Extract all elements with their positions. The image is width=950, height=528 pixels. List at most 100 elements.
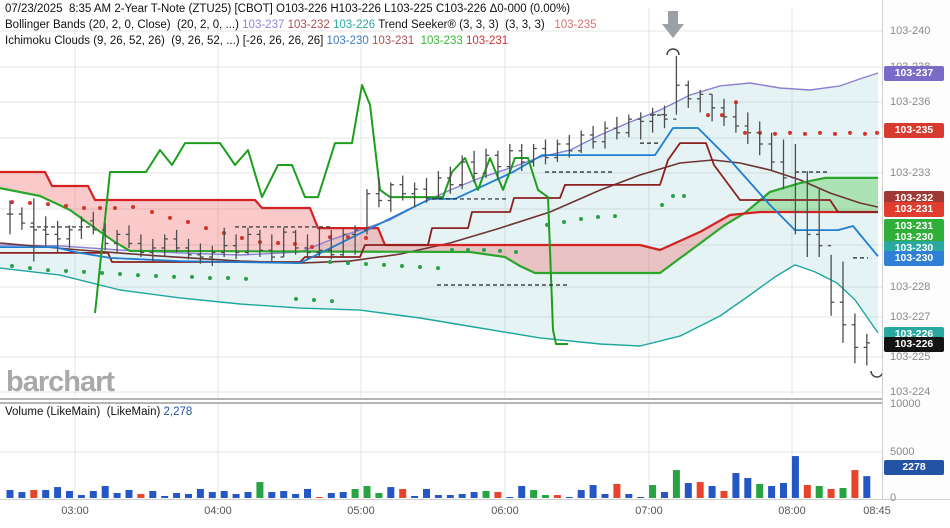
trend-seeker-value: 103-235: [554, 19, 597, 31]
trend-seeker-dot-green: [226, 276, 230, 281]
trend-seeker-dot-green: [579, 217, 583, 222]
volume-bar: [696, 482, 704, 498]
volume-bar: [839, 488, 847, 498]
ichimoku-kijun-value: 103-231: [371, 35, 415, 47]
volume-indicator-label: Volume (LikeMain) (LikeMain) 2,278: [5, 406, 192, 418]
time-axis-tick-label: 07:00: [635, 505, 663, 517]
volume-bar: [280, 490, 288, 498]
volume-bar: [208, 492, 216, 498]
volume-bar: [423, 488, 430, 498]
volume-bar: [30, 490, 38, 498]
volume-bar: [161, 495, 169, 498]
volume-bar: [732, 473, 740, 498]
trend-seeker-dot-red: [833, 131, 837, 136]
ichimoku-bull-cloud: [746, 177, 878, 214]
volume-bar: [173, 493, 181, 498]
price-axis-value-badge: 103-231: [884, 202, 944, 217]
trend-seeker-dot-green: [545, 222, 549, 227]
volume-bar: [339, 492, 347, 498]
volume-bar: [137, 493, 145, 498]
volume-bar: [589, 485, 597, 498]
trend-seeker-dot-green: [660, 203, 664, 208]
volume-bar: [613, 483, 621, 498]
price-axis-tick-label: 103-224: [890, 386, 931, 398]
volume-bar: [399, 488, 407, 498]
volume-bar: [744, 478, 752, 498]
trend-seeker-dot-green: [671, 193, 675, 198]
trend-seeker-dot-red: [276, 240, 280, 245]
price-axis-tick-label: 103-236: [890, 96, 931, 108]
trend-seeker-dot-red: [186, 219, 190, 224]
volume-bar: [565, 497, 573, 498]
senkou_a-line: [0, 176, 878, 275]
volume-bar: [553, 495, 561, 498]
volume-label-text: Volume (LikeMain) (LikeMain): [5, 406, 164, 418]
trend-seeker-dot-green: [498, 248, 502, 253]
volume-bar: [327, 493, 335, 498]
trend-seeker-dot-green: [418, 264, 422, 269]
volume-bar: [803, 485, 811, 498]
volume-bar: [827, 488, 835, 498]
volume-bar: [434, 495, 442, 498]
bollinger-middle-value: 103-232: [287, 19, 330, 31]
ichimoku-senkou-a-value: 103-233: [420, 35, 463, 47]
trend-seeker-dot-green: [312, 297, 316, 302]
trend-seeker-dot-green: [346, 261, 350, 266]
trend-seeker-dot-green: [28, 266, 32, 271]
trend-seeker-dot-green: [596, 214, 600, 219]
volume-bar: [375, 493, 383, 498]
kijun-line: [0, 142, 878, 263]
trend-seeker-dot-green: [154, 273, 158, 278]
time-axis-tick-label: 03:00: [61, 505, 89, 517]
volume-bar: [470, 492, 478, 498]
price-axis-value-badge: 2278: [884, 460, 944, 475]
volume-bar: [6, 490, 14, 498]
volume-bar: [791, 456, 799, 498]
time-axis[interactable]: [0, 499, 950, 528]
bb_lower-line: [0, 264, 879, 347]
volume-bar: [304, 488, 311, 498]
sell-signal-down-arrow-icon: [662, 11, 684, 38]
volume-bar: [18, 492, 26, 498]
trend-seeker-dot-green: [382, 262, 386, 267]
volume-bar: [601, 493, 609, 498]
volume-bar: [89, 490, 97, 498]
trend-seeker-dot-red: [150, 210, 154, 215]
volume-bar: [637, 497, 645, 498]
volume-bar: [315, 497, 323, 498]
volume-bar: [149, 490, 157, 498]
price-axis-tick-label: 103-227: [890, 311, 931, 323]
volume-bar: [577, 490, 585, 498]
price-axis-value-badge: 103-237: [884, 66, 944, 81]
quote-header-line: 07/23/2025 8:35 AM 2-Year T-Note (ZTU25)…: [5, 3, 571, 15]
trend-seeker-dot-green: [46, 268, 50, 273]
trend-seeker-dot-red: [863, 131, 867, 136]
volume-bar: [482, 490, 490, 498]
volume-bar: [780, 483, 787, 498]
price-axis-tick-label: 103-233: [890, 167, 931, 179]
volume-bar: [292, 493, 300, 498]
ichimoku-tenkan-value: 103-230: [326, 35, 369, 47]
trend-seeker-dot-green: [328, 259, 332, 264]
volume-bar: [244, 492, 252, 498]
volume-bar: [446, 495, 454, 498]
volume-bar: [185, 493, 192, 498]
volume-bar: [518, 486, 526, 498]
price-axis-tick-label: 103-225: [890, 351, 931, 363]
ichimoku-senkou-b-value: 103-231: [466, 35, 509, 47]
trend-seeker-dot-red: [240, 236, 244, 241]
trend-seeker-dot-red: [82, 205, 86, 210]
volume-bar: [649, 485, 657, 498]
volume-bar: [542, 495, 549, 498]
trend-seeker-dot-red: [803, 131, 807, 136]
high-hook-marker-icon: [666, 48, 680, 56]
volume-bar: [720, 490, 728, 498]
volume-bar: [708, 486, 716, 498]
volume-bar: [256, 482, 264, 498]
volume-bar: [494, 492, 502, 498]
trend-seeker-dot-red: [346, 235, 350, 240]
trend-seeker-dot-green: [682, 193, 686, 198]
trend-seeker-dot-red: [720, 113, 724, 118]
volume-value: 2,278: [163, 406, 193, 418]
